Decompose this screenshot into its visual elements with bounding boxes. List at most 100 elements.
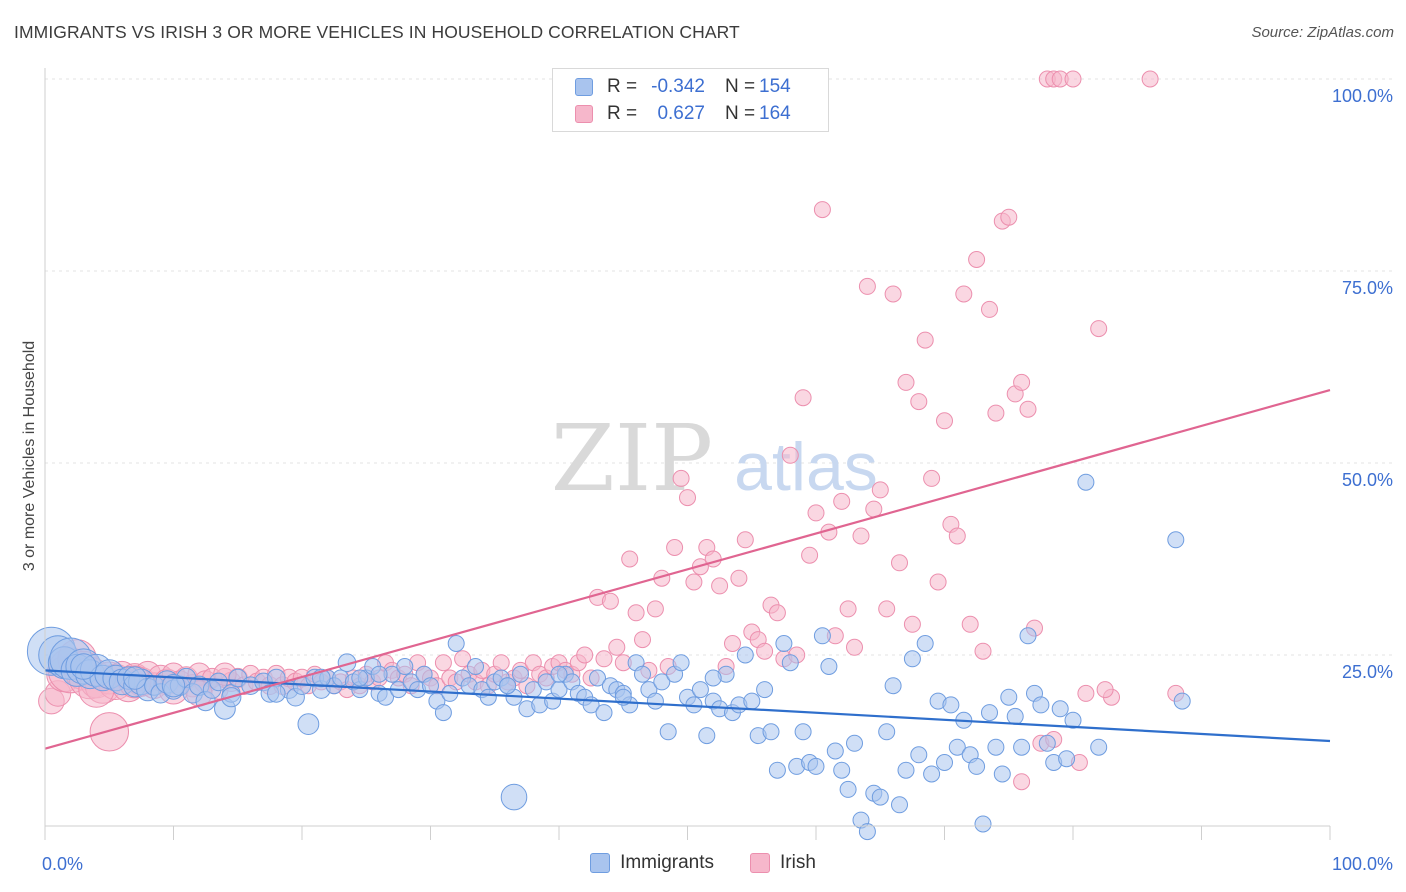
correlation-legend: R = -0.342 N = 154 R = 0.627 N = 164 [552, 68, 829, 132]
immigrants-point [968, 757, 986, 775]
irish-point [987, 404, 1005, 422]
immigrants-point [1077, 473, 1095, 491]
irish-point [903, 615, 921, 633]
immigrants-trend-line [44, 669, 1331, 743]
irish-trend-line [44, 388, 1331, 750]
immigrants-point [1058, 750, 1076, 768]
x-tick-label: 0.0% [42, 854, 83, 874]
immigrants-point [500, 783, 528, 811]
irish-point [434, 654, 452, 672]
irish-point [730, 569, 748, 587]
irish-point [576, 646, 594, 664]
immigrants-point [161, 674, 186, 698]
legend-row-immigrants: R = -0.342 N = 154 [575, 75, 791, 99]
immigrants-point [878, 723, 896, 741]
immigrants-point [70, 653, 97, 680]
immigrants-point [434, 704, 452, 722]
irish-point [1000, 208, 1018, 226]
immigrants-point [267, 684, 286, 703]
immigrants-point [858, 823, 876, 841]
y-tick-label: 75.0% [1342, 278, 1393, 298]
grid-layer [45, 78, 1393, 656]
irish-point [454, 650, 472, 668]
irish-point [1013, 773, 1031, 791]
irish-point [794, 389, 812, 407]
immigrants-point [589, 669, 606, 687]
legend-n-value: 164 [759, 103, 791, 124]
immigrants-point [1032, 696, 1050, 714]
immigrants-point [370, 665, 388, 683]
immigrants-point [499, 677, 517, 695]
irish-point [833, 492, 851, 510]
irish-point [1013, 373, 1031, 391]
legend-n-value: 154 [759, 76, 791, 97]
immigrants-point [1167, 531, 1185, 549]
immigrants-point [942, 696, 960, 714]
immigrants-point [891, 796, 908, 814]
immigrants-point [1000, 688, 1018, 706]
irish-point [685, 573, 703, 591]
irish-point [492, 654, 510, 672]
immigrants-point [698, 727, 716, 745]
immigrants-point [396, 658, 414, 675]
immigrants-point [1090, 738, 1108, 756]
immigrants-point [209, 672, 228, 692]
irish-point [608, 638, 626, 656]
immigrants-point [1173, 692, 1191, 710]
legend-label-immigrants: Immigrants [620, 852, 715, 873]
immigrants-point [993, 765, 1011, 783]
irish-point [801, 546, 819, 564]
immigrants-point [123, 666, 147, 690]
immigrants-point [981, 704, 998, 722]
immigrants-point [479, 688, 497, 706]
trend-layer [44, 388, 1331, 750]
irish-point [948, 527, 966, 545]
irish-point [981, 300, 998, 318]
legend-swatch-immigrants [575, 78, 593, 96]
irish-point [1064, 70, 1082, 88]
immigrants-point [897, 761, 915, 779]
immigrants-point [846, 734, 863, 752]
chart-source: Source: ZipAtlas.com [1251, 24, 1394, 41]
irish-point [756, 642, 774, 660]
immigrants-point [467, 658, 484, 675]
legend-swatch-irish [750, 853, 771, 873]
irish-point [858, 277, 876, 295]
series-legend: Immigrants Irish [0, 852, 1406, 874]
irish-point [897, 373, 915, 391]
irish-point [736, 531, 754, 549]
irish-point [955, 285, 973, 303]
irish-point [968, 251, 986, 268]
immigrants-point [916, 635, 934, 652]
immigrants-point [704, 669, 722, 687]
irish-point [929, 573, 947, 591]
immigrants-point [653, 673, 671, 691]
immigrants-point [550, 665, 568, 683]
points-layer [26, 70, 1191, 841]
immigrants-point [775, 635, 793, 652]
immigrants-point [351, 669, 369, 687]
legend-r-value: -0.342 [651, 76, 705, 97]
irish-point [813, 201, 831, 219]
immigrants-point [756, 681, 774, 699]
immigrants-point [794, 723, 812, 741]
watermark-atlas: atlas [734, 429, 878, 505]
irish-point [672, 469, 690, 487]
immigrants-point [948, 738, 966, 756]
immigrants-point [871, 788, 889, 806]
immigrants-point [987, 738, 1005, 756]
irish-point [871, 481, 889, 499]
irish-point [634, 631, 651, 649]
immigrants-point [736, 646, 754, 664]
immigrants-point [1013, 738, 1031, 756]
immigrants-point [833, 761, 851, 779]
y-tick-label: 25.0% [1342, 662, 1393, 682]
immigrants-point [974, 815, 992, 833]
legend-item-irish[interactable]: Irish [750, 852, 816, 874]
immigrants-point [634, 665, 651, 683]
irish-point [601, 592, 619, 610]
legend-item-immigrants[interactable]: Immigrants [590, 852, 714, 874]
irish-point [884, 285, 902, 303]
watermark: ZIP atlas [551, 405, 878, 512]
